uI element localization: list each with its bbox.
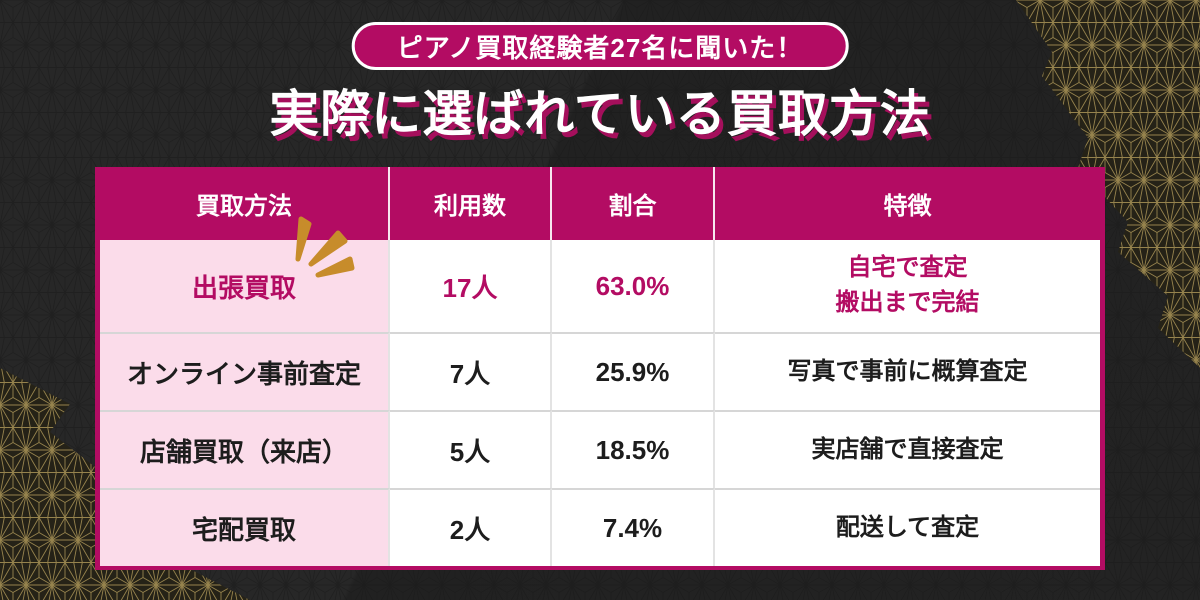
buyback-methods-table: 買取方法 利用数 割合 特徴 出張買取 17人 63.0% 自宅で査定 搬出まで…	[95, 167, 1105, 570]
survey-badge-label: ピアノ買取経験者27名に聞いた！	[396, 32, 804, 63]
ratio-cell: 63.0%	[552, 240, 715, 332]
survey-badge: ピアノ買取経験者27名に聞いた！	[351, 22, 849, 70]
count-cell: 17人	[390, 240, 552, 332]
method-cell: 宅配買取	[100, 488, 390, 566]
method-cell: 出張買取	[100, 240, 390, 332]
header-cell-method: 買取方法	[100, 167, 390, 240]
ratio-cell: 18.5%	[552, 410, 715, 488]
emphasis-burst-icon	[295, 216, 355, 278]
ratio-cell: 25.9%	[552, 332, 715, 410]
header-cell-feature: 特徴	[715, 167, 1100, 240]
feature-cell: 実店舗で直接査定	[715, 410, 1100, 488]
header-cell-count: 利用数	[390, 167, 552, 240]
feature-cell: 写真で事前に概算査定	[715, 332, 1100, 410]
feature-cell: 配送して査定	[715, 488, 1100, 566]
method-cell: 店舗買取（来店）	[100, 410, 390, 488]
feature-cell: 自宅で査定 搬出まで完結	[715, 240, 1100, 332]
count-cell: 2人	[390, 488, 552, 566]
count-cell: 7人	[390, 332, 552, 410]
count-cell: 5人	[390, 410, 552, 488]
ratio-cell: 7.4%	[552, 488, 715, 566]
header-cell-ratio: 割合	[552, 167, 715, 240]
page-title: 実際に選ばれている買取方法	[269, 86, 931, 142]
method-cell: オンライン事前査定	[100, 332, 390, 410]
